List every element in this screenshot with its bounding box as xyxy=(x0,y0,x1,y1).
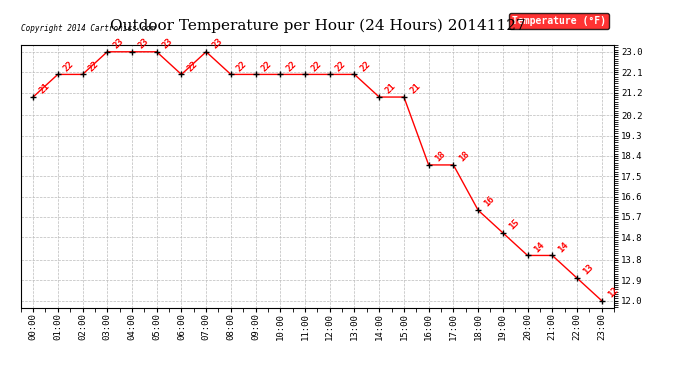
Text: 22: 22 xyxy=(87,59,101,73)
Text: 16: 16 xyxy=(482,195,496,209)
Text: 22: 22 xyxy=(186,59,199,73)
Text: Outdoor Temperature per Hour (24 Hours) 20141127: Outdoor Temperature per Hour (24 Hours) … xyxy=(110,19,525,33)
Text: 12: 12 xyxy=(606,285,620,299)
Text: 14: 14 xyxy=(532,240,546,254)
Text: 21: 21 xyxy=(408,82,422,96)
Text: 15: 15 xyxy=(507,217,521,231)
Legend: Temperature (°F): Temperature (°F) xyxy=(509,13,609,29)
Text: 18: 18 xyxy=(457,150,471,164)
Text: 22: 22 xyxy=(359,59,373,73)
Text: 22: 22 xyxy=(284,59,299,73)
Text: 22: 22 xyxy=(62,59,76,73)
Text: 22: 22 xyxy=(334,59,348,73)
Text: 22: 22 xyxy=(309,59,323,73)
Text: 22: 22 xyxy=(259,59,274,73)
Text: Copyright 2014 Cartronics.com: Copyright 2014 Cartronics.com xyxy=(21,24,155,33)
Text: 21: 21 xyxy=(384,82,397,96)
Text: 13: 13 xyxy=(581,263,595,277)
Text: 23: 23 xyxy=(111,36,126,50)
Text: 23: 23 xyxy=(136,36,150,50)
Text: 23: 23 xyxy=(161,36,175,50)
Text: 21: 21 xyxy=(37,82,51,96)
Text: 22: 22 xyxy=(235,59,249,73)
Text: 18: 18 xyxy=(433,150,447,164)
Text: 14: 14 xyxy=(556,240,571,254)
Text: 23: 23 xyxy=(210,36,224,50)
